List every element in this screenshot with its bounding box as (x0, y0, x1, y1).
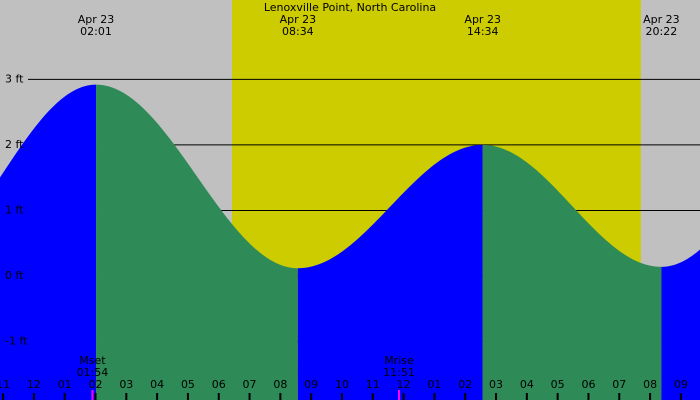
x-tick-label: 01 (427, 378, 441, 391)
x-tick-label: 08 (273, 378, 287, 391)
rising-tide (297, 144, 483, 400)
x-tick-label: 02 (458, 378, 472, 391)
chart-title: Lenoxville Point, North Carolina (264, 1, 436, 14)
x-tick-label: 06 (581, 378, 595, 391)
x-tick-label: 09 (304, 378, 318, 391)
x-tick-label: 11 (0, 378, 10, 391)
x-tick-label: 07 (243, 378, 257, 391)
x-tick-label: 01 (58, 378, 72, 391)
x-tick-label: 03 (119, 378, 133, 391)
extreme-date: Apr 23 (78, 13, 115, 26)
rising-tide (0, 84, 97, 400)
x-tick-label: 09 (674, 378, 688, 391)
rising-tide (661, 249, 700, 400)
y-tick-label: -1 ft (5, 335, 28, 348)
x-tick-label: 11 (366, 378, 380, 391)
y-tick-label: 3 ft (5, 72, 24, 85)
extreme-time: 02:01 (80, 25, 112, 38)
x-tick-label: 10 (335, 378, 349, 391)
falling-tide (96, 84, 298, 400)
moon-time: 11:51 (383, 366, 415, 379)
extreme-date: Apr 23 (643, 13, 680, 26)
x-tick-label: 04 (150, 378, 164, 391)
x-tick-label: 05 (551, 378, 565, 391)
extreme-date: Apr 23 (280, 13, 317, 26)
extreme-time: 08:34 (282, 25, 314, 38)
x-tick-label: 12 (397, 378, 411, 391)
moon-label: Mrise (384, 354, 414, 367)
falling-tide (482, 144, 662, 400)
extreme-time: 20:22 (646, 25, 678, 38)
extreme-time: 14:34 (467, 25, 499, 38)
moon-label: Mset (79, 354, 106, 367)
x-tick-label: 06 (212, 378, 226, 391)
y-tick-label: 2 ft (5, 138, 24, 151)
x-tick-label: 05 (181, 378, 195, 391)
x-tick-label: 08 (643, 378, 657, 391)
y-tick-label: 0 ft (5, 269, 24, 282)
x-tick-label: 12 (27, 378, 41, 391)
x-tick-label: 03 (489, 378, 503, 391)
x-tick-label: 04 (520, 378, 534, 391)
extreme-date: Apr 23 (464, 13, 501, 26)
x-tick-label: 07 (612, 378, 626, 391)
moon-time: 01:54 (77, 366, 109, 379)
y-tick-label: 1 ft (5, 203, 24, 216)
x-tick-label: 02 (89, 378, 103, 391)
